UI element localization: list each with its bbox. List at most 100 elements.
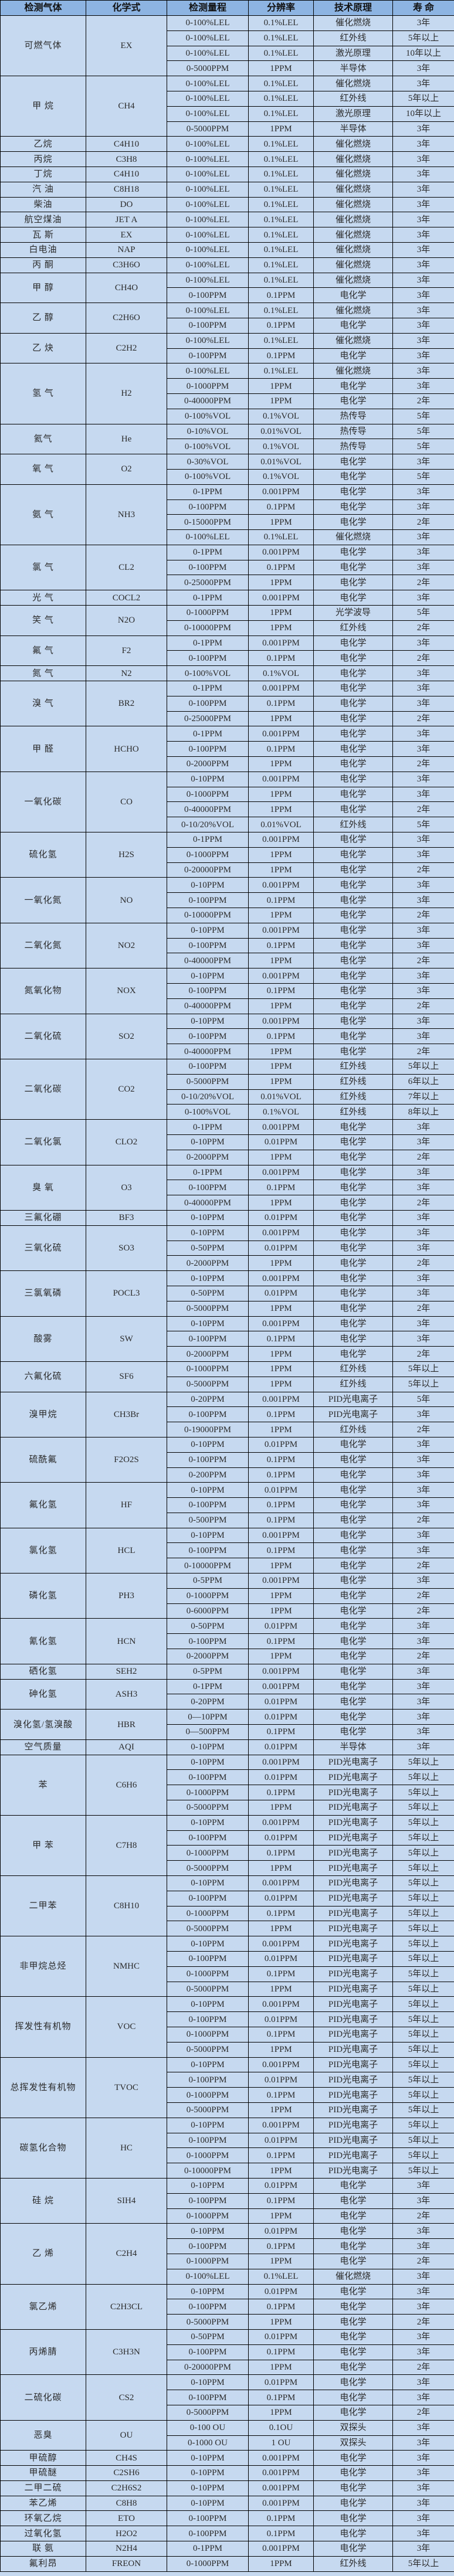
resolution-cell: 1PPM bbox=[248, 862, 314, 878]
table-row: 砷化氢 ASH3 0-1PPM 0.001PPM 电化学 3年 bbox=[0, 1678, 454, 1710]
gas-name-cell: 酸雾 bbox=[0, 1316, 86, 1362]
principle-cell: 电化学 bbox=[313, 2465, 393, 2481]
principle-cell: 电化学 bbox=[313, 484, 393, 500]
gas-name-cell: 丙烯腈 bbox=[0, 2329, 86, 2376]
range-cell: 0-100%LEL bbox=[167, 106, 249, 122]
range-cell: 0-1PPM bbox=[167, 544, 249, 560]
range-cell: 0-100PPM bbox=[167, 1331, 249, 1347]
principle-cell: 催化燃烧 bbox=[313, 136, 393, 152]
chemical-formula-cell: HCL bbox=[86, 1527, 167, 1574]
range-cell: 0-100%LEL bbox=[167, 212, 249, 228]
resolution-cell: 1PPM bbox=[248, 1860, 314, 1877]
chemical-formula-cell: AQI bbox=[86, 1739, 167, 1755]
resolution-cell: 0.01%VOL bbox=[248, 817, 314, 833]
chemical-formula-cell: C3H8 bbox=[86, 151, 167, 167]
resolution-cell: 0.1PPM bbox=[248, 2193, 314, 2209]
principle-cell: 半导体 bbox=[313, 60, 393, 77]
range-cell: 0-15000PPM bbox=[167, 514, 249, 531]
table-row: 三氟化硼 BF3 0-10PPM 0.01PPM 电化学 3年 bbox=[0, 1209, 454, 1226]
gas-name-cell: 乙 炔 bbox=[0, 332, 86, 364]
range-cell: 0-5000PPM bbox=[167, 1376, 249, 1392]
principle-cell: 电化学 bbox=[313, 1013, 393, 1029]
principle-cell: 电化学 bbox=[313, 998, 393, 1014]
principle-cell: 催化燃烧 bbox=[313, 2268, 393, 2285]
chemical-formula-cell: CL2 bbox=[86, 544, 167, 591]
principle-cell: 电化学 bbox=[313, 2314, 393, 2330]
gas-name-cell: 过氧化氢 bbox=[0, 2526, 86, 2542]
resolution-cell: 1PPM bbox=[248, 1361, 314, 1377]
principle-cell: 电化学 bbox=[313, 575, 393, 591]
range-cell: 0-100PPM bbox=[167, 2526, 249, 2542]
life-cell: 3年 bbox=[392, 484, 454, 500]
range-cell: 0-5PPM bbox=[167, 1573, 249, 1589]
life-cell: 2年 bbox=[392, 2404, 454, 2421]
resolution-cell: 0.1%LEL bbox=[248, 242, 314, 258]
range-cell: 0-1000 OU bbox=[167, 2435, 249, 2451]
resolution-cell: 0.01PPM bbox=[248, 2223, 314, 2239]
range-cell: 0-1000PPM bbox=[167, 2087, 249, 2103]
range-cell: 0-100%LEL bbox=[167, 257, 249, 273]
life-cell: 3年 bbox=[392, 499, 454, 515]
gas-name-cell: 磷化氢 bbox=[0, 1573, 86, 1619]
chemical-formula-cell: F2 bbox=[86, 635, 167, 667]
range-cell: 0-100PPM bbox=[167, 559, 249, 576]
table-row: 0-10000PPM 1PPM 电化学 2年 bbox=[1, 1558, 454, 1574]
resolution-cell: 0.01PPM bbox=[248, 1694, 314, 1710]
resolution-cell: 1PPM bbox=[248, 620, 314, 636]
range-cell: 0-5000PPM bbox=[167, 1860, 249, 1877]
range-cell: 0-10PPM bbox=[167, 1316, 249, 1332]
table-row: 0-100%LEL 0.1%LEL 红外线 5年以上 bbox=[1, 90, 454, 107]
chemical-formula-cell: CH4 bbox=[86, 76, 167, 137]
principle-cell: 电化学 bbox=[313, 2208, 393, 2224]
life-cell: 2年 bbox=[392, 1603, 454, 1619]
resolution-cell: 0.1%LEL bbox=[248, 272, 314, 288]
table-row: 0-5000PPM 1PPM 半导体 3年 bbox=[1, 60, 454, 77]
life-cell: 5年以上 bbox=[392, 1785, 454, 1801]
range-cell: 0-1PPM bbox=[167, 726, 249, 742]
life-cell: 3年 bbox=[392, 1240, 454, 1256]
table-row: 氧 气 O2 0-30%VOL 0.01%VOL 电化学 3年 bbox=[0, 454, 454, 485]
principle-cell: 电化学 bbox=[313, 2450, 393, 2466]
table-row: 0-100PPM 0.1PPM 电化学 3年 bbox=[1, 317, 454, 334]
range-cell: 0-1PPM bbox=[167, 681, 249, 696]
life-cell: 10年以上 bbox=[392, 106, 454, 122]
chemical-formula-cell: O2 bbox=[86, 454, 167, 485]
table-row: 0-100PPM 0.01PPM PID光电离子 5年以上 bbox=[1, 1830, 454, 1846]
principle-cell: 红外线 bbox=[313, 1422, 393, 1437]
resolution-cell: 1PPM bbox=[248, 2253, 314, 2269]
resolution-cell: 0.01PPM bbox=[248, 1209, 314, 1226]
principle-cell: PID光电离子 bbox=[313, 1845, 393, 1861]
life-cell: 8年以上 bbox=[392, 1104, 454, 1120]
principle-cell: 红外线 bbox=[313, 1376, 393, 1392]
life-cell: 3年 bbox=[392, 151, 454, 167]
table-row: 0-25000PPM 1PPM 电化学 2年 bbox=[1, 575, 454, 591]
life-cell: 3年 bbox=[392, 1013, 454, 1029]
resolution-cell: 0.001PPM bbox=[248, 1316, 314, 1332]
life-cell: 3年 bbox=[392, 2495, 454, 2512]
principle-cell: 电化学 bbox=[313, 1346, 393, 1362]
life-cell: 3年 bbox=[392, 1482, 454, 1498]
gas-name-cell: 氟 气 bbox=[0, 635, 86, 667]
range-cell: 0-10PPM bbox=[167, 1134, 249, 1150]
resolution-cell: 1PPM bbox=[248, 605, 314, 621]
principle-cell: 催化燃烧 bbox=[313, 181, 393, 198]
resolution-cell: 0.1%LEL bbox=[248, 181, 314, 198]
table-row: 氟 气 F2 0-1PPM 0.001PPM 电化学 3年 bbox=[0, 635, 454, 667]
resolution-cell: 0.1PPM bbox=[248, 2087, 314, 2103]
resolution-cell: 0.01PPM bbox=[248, 2283, 314, 2300]
principle-cell: 电化学 bbox=[313, 711, 393, 727]
resolution-cell: 0.001PPM bbox=[248, 1270, 314, 1286]
resolution-cell: 0.01PPM bbox=[248, 1769, 314, 1786]
range-cell: 0-100%LEL bbox=[167, 15, 249, 31]
principle-cell: 电化学 bbox=[313, 1209, 393, 1226]
resolution-cell: 1PPM bbox=[248, 786, 314, 803]
life-cell: 3年 bbox=[392, 771, 454, 787]
range-cell: 0-10PPM bbox=[167, 1936, 249, 1952]
table-row: 0-100PPM 0.1PPM 电化学 3年 bbox=[1, 2299, 454, 2315]
life-cell: 3年 bbox=[392, 181, 454, 198]
header-formula: 化学式 bbox=[86, 0, 167, 16]
resolution-cell: 0.1PPM bbox=[248, 1467, 314, 1483]
table-row: 氯化氢 HCL 0-10PPM 0.001PPM 电化学 3年 bbox=[0, 1527, 454, 1574]
range-cell: 0-100PPM bbox=[167, 892, 249, 909]
range-cell: 0-1PPM bbox=[167, 2541, 249, 2557]
